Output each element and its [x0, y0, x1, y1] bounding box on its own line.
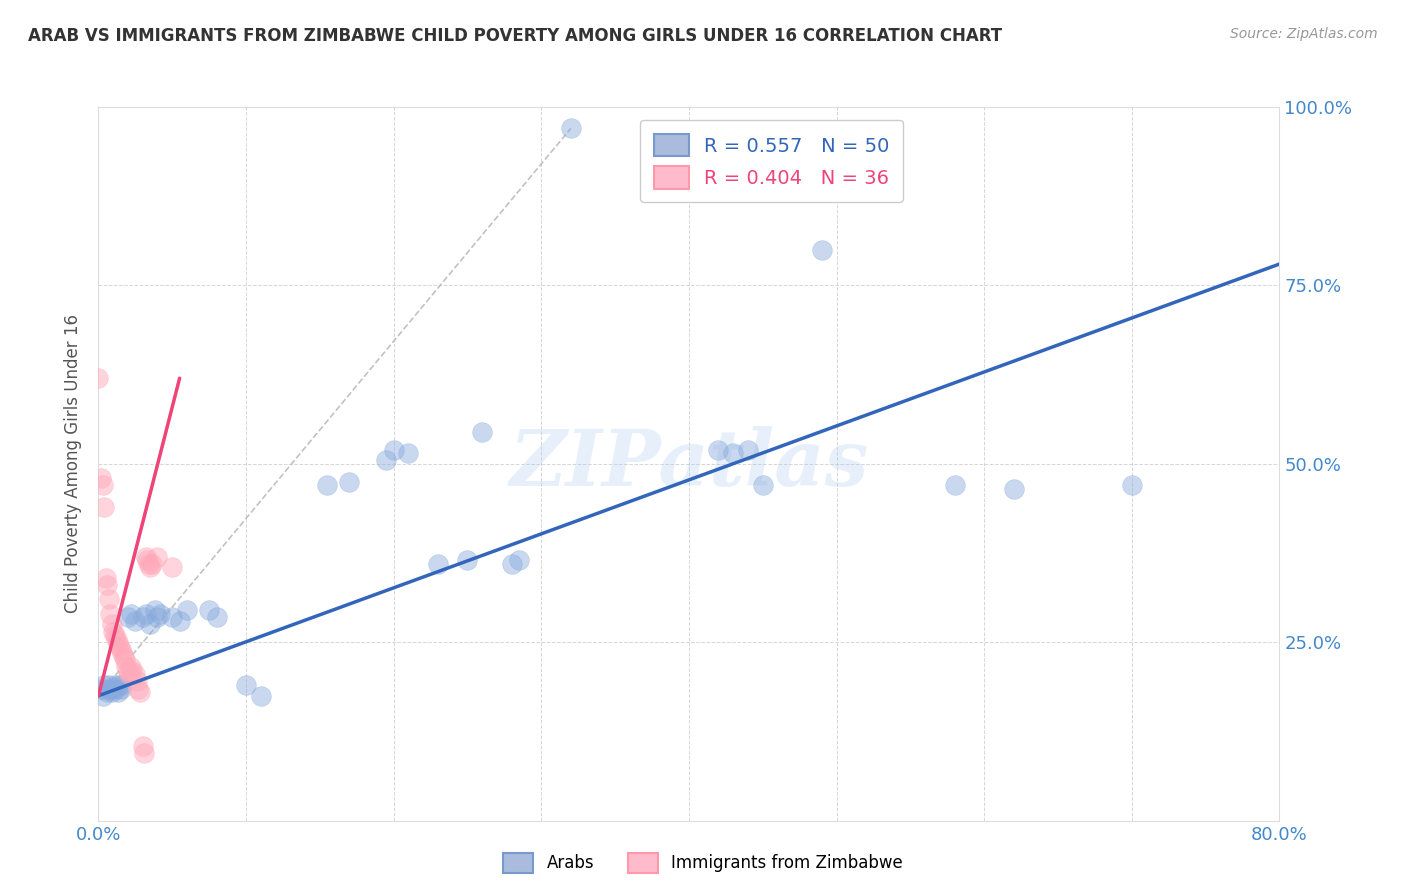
Point [501, 557, 523, 571]
Point [751, 478, 773, 492]
Point [198, 603, 221, 617]
Point [707, 442, 730, 457]
Point [103, 681, 125, 696]
Point [87, 371, 110, 385]
Point [471, 425, 494, 439]
Point [94, 681, 117, 696]
Point [97, 678, 120, 692]
Point [100, 685, 122, 699]
Point [135, 607, 157, 621]
Point [162, 610, 183, 624]
Point [162, 560, 183, 574]
Point [117, 664, 139, 678]
Point [98, 681, 121, 696]
Point [132, 610, 155, 624]
Point [136, 553, 159, 567]
Point [943, 478, 966, 492]
Point [132, 739, 155, 753]
Point [108, 639, 131, 653]
Legend: Arabs, Immigrants from Zimbabwe: Arabs, Immigrants from Zimbabwe [496, 847, 910, 880]
Point [107, 635, 129, 649]
Point [149, 607, 172, 621]
Point [176, 603, 198, 617]
Point [250, 689, 273, 703]
Point [339, 475, 360, 489]
Point [93, 500, 115, 514]
Point [146, 610, 169, 624]
Point [112, 649, 135, 664]
Point [117, 610, 139, 624]
Y-axis label: Child Poverty Among Girls Under 16: Child Poverty Among Girls Under 16 [65, 314, 83, 614]
Point [121, 664, 143, 678]
Point [139, 560, 162, 574]
Text: Source: ZipAtlas.com: Source: ZipAtlas.com [1230, 27, 1378, 41]
Point [96, 685, 118, 699]
Point [125, 674, 148, 689]
Point [456, 553, 478, 567]
Point [108, 678, 131, 692]
Point [235, 678, 257, 692]
Point [114, 653, 136, 667]
Point [111, 646, 134, 660]
Point [120, 607, 142, 621]
Text: ARAB VS IMMIGRANTS FROM ZIMBABWE CHILD POVERTY AMONG GIRLS UNDER 16 CORRELATION : ARAB VS IMMIGRANTS FROM ZIMBABWE CHILD P… [28, 27, 1002, 45]
Point [104, 678, 127, 692]
Text: ZIPatlas: ZIPatlas [509, 425, 869, 502]
Point [139, 617, 162, 632]
Point [105, 681, 128, 696]
Point [97, 592, 120, 607]
Point [205, 610, 228, 624]
Point [100, 617, 122, 632]
Point [94, 571, 117, 585]
Point [427, 557, 450, 571]
Point [107, 685, 129, 699]
Point [128, 685, 150, 699]
Point [375, 453, 398, 467]
Point [135, 549, 157, 564]
Point [118, 667, 141, 681]
Point [124, 667, 146, 681]
Point [110, 642, 132, 657]
Point [146, 549, 169, 564]
Point [105, 632, 128, 646]
Point [138, 557, 160, 571]
Point [115, 660, 138, 674]
Point [104, 628, 127, 642]
Point [723, 446, 745, 460]
Point [560, 121, 582, 136]
Point [98, 607, 121, 621]
Point [90, 681, 112, 696]
Point [127, 681, 149, 696]
Legend: R = 0.557   N = 50, R = 0.404   N = 36: R = 0.557 N = 50, R = 0.404 N = 36 [640, 120, 903, 202]
Point [103, 624, 125, 639]
Point [508, 553, 530, 567]
Point [96, 578, 118, 592]
Point [91, 478, 114, 492]
Point [120, 660, 142, 674]
Point [810, 243, 832, 257]
Point [111, 678, 134, 692]
Point [1002, 482, 1025, 496]
Point [124, 614, 146, 628]
Point [90, 471, 112, 485]
Point [169, 614, 191, 628]
Point [110, 681, 132, 696]
Point [1121, 478, 1143, 492]
Point [316, 478, 339, 492]
Point [93, 678, 115, 692]
Point [134, 746, 156, 760]
Point [141, 557, 163, 571]
Point [396, 446, 419, 460]
Point [382, 442, 405, 457]
Point [143, 603, 166, 617]
Point [737, 442, 759, 457]
Point [91, 689, 114, 703]
